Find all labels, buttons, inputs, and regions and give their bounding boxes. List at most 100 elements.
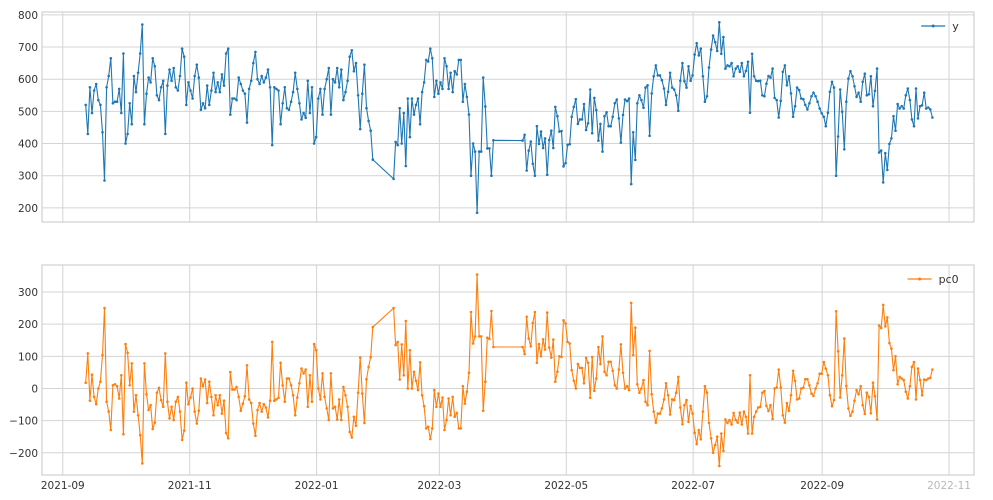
data-point-pc0 (193, 410, 196, 413)
data-point-pc0 (398, 378, 402, 381)
data-point-pc0 (105, 400, 108, 404)
data-point-pc0 (586, 361, 590, 365)
data-point-pc0 (808, 384, 811, 387)
data-point-y (554, 105, 557, 109)
data-point-pc0 (881, 303, 885, 307)
data-point-pc0 (84, 381, 87, 385)
data-point-pc0 (664, 382, 668, 385)
data-point-y (222, 84, 226, 87)
data-point-pc0 (670, 398, 674, 401)
data-point-y (249, 79, 253, 83)
data-point-y (564, 161, 567, 165)
data-point-pc0 (426, 425, 430, 429)
data-point-pc0 (115, 384, 119, 388)
top-axes-y: 200 300 400 500 600 700 800 y (18, 10, 975, 223)
data-point-y (609, 124, 612, 128)
data-point-pc0 (894, 355, 897, 358)
data-point-y (287, 108, 291, 112)
data-point-y (812, 91, 815, 94)
data-point-pc0 (285, 377, 289, 380)
data-point-y (281, 102, 285, 105)
data-point-pc0 (189, 396, 192, 399)
data-point-y (157, 98, 161, 102)
data-point-y (451, 90, 455, 94)
data-point-pc0 (394, 343, 397, 347)
data-point-y (441, 87, 444, 91)
data-point-pc0 (88, 399, 92, 403)
data-point-y (149, 81, 152, 84)
legend: y (921, 20, 959, 33)
data-point-y (356, 94, 360, 97)
data-point-pc0 (210, 395, 213, 399)
data-point-pc0 (724, 418, 727, 421)
data-point-pc0 (871, 381, 875, 385)
data-point-pc0 (197, 409, 201, 413)
data-point-pc0 (654, 421, 658, 424)
data-point-y (465, 95, 469, 99)
data-point-pc0 (578, 366, 582, 370)
data-point-y (701, 75, 705, 78)
data-point-pc0 (331, 407, 335, 410)
data-point-y (838, 88, 842, 91)
series-line-pc0 (85, 274, 933, 467)
data-point-y (615, 98, 619, 101)
data-point-pc0 (879, 326, 883, 330)
data-point-y (337, 86, 341, 89)
data-point-y (607, 124, 610, 128)
data-point-y (822, 115, 826, 119)
data-point-y (134, 90, 138, 94)
data-point-y (754, 79, 758, 83)
data-point-pc0 (787, 409, 791, 413)
data-point-pc0 (859, 384, 862, 388)
data-point-pc0 (640, 387, 643, 390)
data-point-pc0 (477, 335, 481, 338)
data-point-y (888, 142, 891, 146)
data-point-pc0 (707, 421, 711, 425)
data-point-pc0 (648, 349, 651, 353)
data-point-pc0 (300, 367, 303, 370)
data-point-pc0 (348, 430, 352, 434)
data-point-y (904, 94, 908, 97)
data-point-y (429, 47, 432, 50)
data-point-pc0 (865, 391, 869, 395)
data-point-pc0 (914, 398, 918, 401)
data-point-y (558, 130, 561, 133)
data-point-y (340, 68, 343, 71)
data-point-pc0 (392, 306, 395, 310)
data-point-pc0 (153, 421, 157, 424)
data-point-pc0 (535, 361, 539, 365)
data-point-y (304, 116, 308, 120)
data-point-pc0 (554, 380, 557, 384)
data-point-y (252, 61, 255, 65)
data-point-y (279, 122, 282, 126)
data-point-pc0 (929, 376, 932, 380)
data-point-pc0 (174, 400, 178, 404)
data-point-y (720, 52, 723, 56)
y-tick-label: −100 (9, 416, 38, 428)
data-point-y (449, 71, 452, 75)
data-point-pc0 (830, 404, 834, 408)
data-point-pc0 (609, 360, 612, 364)
data-point-y (584, 128, 588, 132)
data-point-pc0 (740, 423, 744, 426)
data-point-pc0 (699, 438, 703, 441)
data-point-y (750, 52, 754, 56)
data-point-y (262, 81, 266, 84)
data-point-y (396, 143, 400, 147)
y-tick-label: 200 (18, 203, 38, 215)
data-point-pc0 (884, 325, 887, 328)
y-tick-label: 800 (18, 10, 38, 22)
data-point-y (773, 96, 776, 100)
data-point-y (843, 148, 846, 151)
data-point-pc0 (867, 395, 871, 399)
data-point-y (453, 69, 457, 73)
data-point-y (128, 102, 131, 105)
data-point-pc0 (222, 399, 226, 403)
data-point-pc0 (584, 356, 588, 360)
data-point-y (445, 65, 448, 68)
data-point-pc0 (603, 370, 606, 374)
data-point-y (742, 75, 746, 78)
data-point-y (400, 142, 404, 145)
data-point-y (664, 103, 668, 107)
data-point-pc0 (765, 404, 768, 408)
